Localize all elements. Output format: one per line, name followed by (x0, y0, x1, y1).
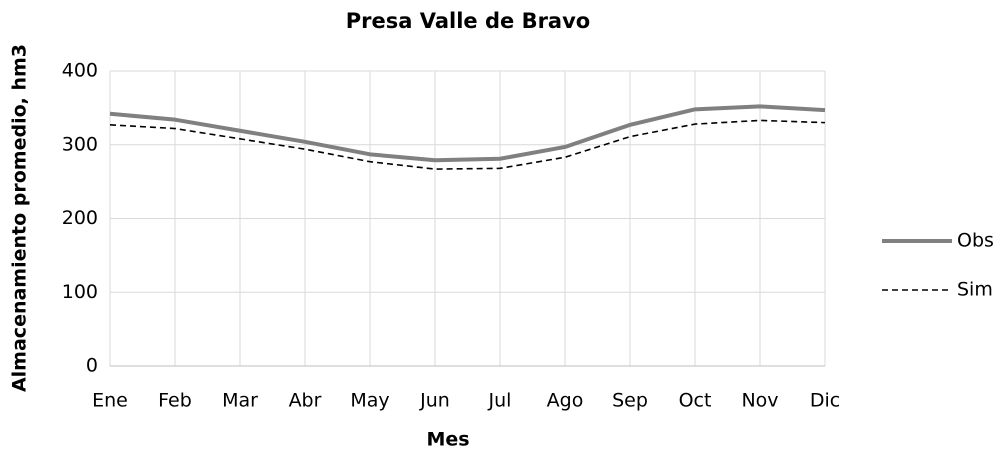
y-tick-label: 100 (62, 281, 98, 303)
y-tick-label: 0 (86, 355, 98, 377)
x-tick-label: Jul (488, 390, 512, 412)
x-tick-label: Ago (547, 390, 584, 412)
legend-label: Obs (957, 230, 994, 252)
data-line (109, 119, 826, 170)
y-axis-label: Almacenamiento promedio, hm3 (9, 44, 31, 392)
x-tick-label: Mar (222, 390, 258, 412)
x-tick-label: Feb (158, 390, 192, 412)
chart-title: Presa Valle de Bravo (346, 9, 590, 33)
legend-label: Sim (957, 279, 993, 301)
x-tick-label: Oct (679, 390, 712, 412)
y-tick-label: 400 (62, 60, 98, 82)
y-tick-label: 200 (62, 207, 98, 229)
data-line (109, 104, 826, 163)
x-tick-label: May (350, 390, 389, 412)
x-tick-label: Jun (419, 390, 450, 412)
x-tick-label: Dic (810, 390, 840, 412)
y-tick-label: 300 (62, 133, 98, 155)
x-tick-label: Abr (289, 390, 322, 412)
x-tick-label: Sep (612, 390, 648, 412)
x-axis-label: Mes (426, 429, 469, 451)
x-tick-label: Nov (741, 390, 778, 412)
x-tick-label: Ene (92, 390, 128, 412)
